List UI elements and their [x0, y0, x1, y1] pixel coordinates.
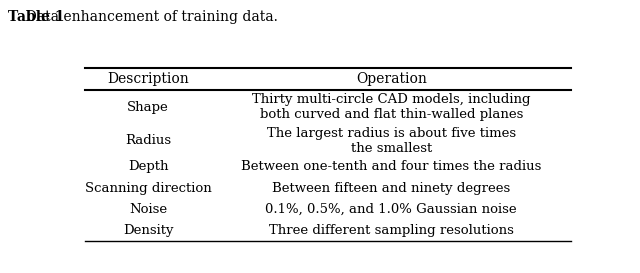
Text: Three different sampling resolutions: Three different sampling resolutions [269, 224, 514, 237]
Text: Shape: Shape [127, 101, 169, 114]
Text: Density: Density [123, 224, 173, 237]
Text: Scanning direction: Scanning direction [85, 182, 212, 195]
Text: Table 1: Table 1 [8, 10, 64, 23]
Text: Table 1  Data enhancement of training data.: Table 1 Data enhancement of training dat… [0, 272, 1, 273]
Text: Noise: Noise [129, 203, 167, 216]
Text: Depth: Depth [128, 161, 168, 174]
Text: Between fifteen and ninety degrees: Between fifteen and ninety degrees [272, 182, 510, 195]
Text: The largest radius is about five times
the smallest: The largest radius is about five times t… [267, 127, 516, 155]
Text: Data enhancement of training data.: Data enhancement of training data. [17, 10, 278, 23]
Text: Operation: Operation [356, 72, 427, 86]
Text: Between one-tenth and four times the radius: Between one-tenth and four times the rad… [241, 161, 541, 174]
Text: Description: Description [108, 72, 189, 86]
Text: Thirty multi-circle CAD models, including
both curved and flat thin-walled plane: Thirty multi-circle CAD models, includin… [252, 93, 531, 121]
Text: 0.1%, 0.5%, and 1.0% Gaussian noise: 0.1%, 0.5%, and 1.0% Gaussian noise [266, 203, 517, 216]
Text: Radius: Radius [125, 134, 172, 147]
